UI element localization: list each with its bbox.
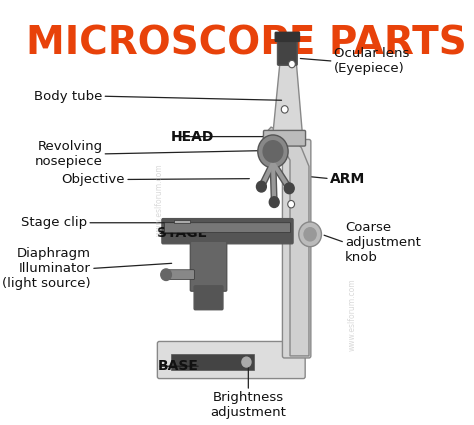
Circle shape — [284, 183, 294, 194]
Text: ARM: ARM — [330, 172, 365, 186]
Text: Revolving
nosepiece: Revolving nosepiece — [35, 140, 102, 168]
Text: Body tube: Body tube — [34, 90, 102, 103]
Text: Objective: Objective — [62, 173, 125, 186]
Text: HEAD: HEAD — [171, 130, 214, 144]
FancyBboxPatch shape — [283, 139, 311, 358]
FancyBboxPatch shape — [277, 36, 297, 65]
Text: MICROSCOPE PARTS: MICROSCOPE PARTS — [26, 24, 467, 62]
Text: BASE: BASE — [157, 359, 198, 373]
Polygon shape — [264, 127, 309, 356]
Circle shape — [281, 106, 288, 113]
Text: Stage clip: Stage clip — [21, 216, 87, 229]
Circle shape — [304, 228, 316, 241]
FancyBboxPatch shape — [191, 241, 227, 291]
FancyBboxPatch shape — [275, 32, 300, 41]
Circle shape — [161, 269, 172, 280]
Text: Diaphragm
Illuminator
(light source): Diaphragm Illuminator (light source) — [2, 247, 91, 290]
Text: www.eslforum.com: www.eslforum.com — [348, 278, 357, 351]
Text: STAGE: STAGE — [157, 227, 208, 241]
Circle shape — [263, 141, 283, 162]
Circle shape — [269, 197, 279, 207]
Circle shape — [289, 60, 295, 68]
FancyBboxPatch shape — [168, 270, 194, 280]
Bar — [171, 354, 254, 370]
Text: Coarse
adjustment
knob: Coarse adjustment knob — [345, 221, 421, 264]
FancyBboxPatch shape — [157, 341, 305, 379]
Circle shape — [299, 222, 321, 246]
Text: Brightness
adjustment: Brightness adjustment — [210, 391, 286, 419]
FancyBboxPatch shape — [194, 286, 223, 310]
Text: www.eslforum.com: www.eslforum.com — [155, 163, 164, 235]
Circle shape — [256, 181, 266, 192]
FancyBboxPatch shape — [162, 218, 293, 244]
FancyBboxPatch shape — [264, 130, 306, 146]
Circle shape — [258, 135, 288, 168]
FancyBboxPatch shape — [164, 223, 291, 232]
Text: Ocular lens
(Eyepiece): Ocular lens (Eyepiece) — [334, 47, 409, 75]
Polygon shape — [273, 64, 302, 135]
Circle shape — [288, 201, 294, 208]
Circle shape — [242, 357, 251, 367]
Bar — [174, 220, 190, 223]
